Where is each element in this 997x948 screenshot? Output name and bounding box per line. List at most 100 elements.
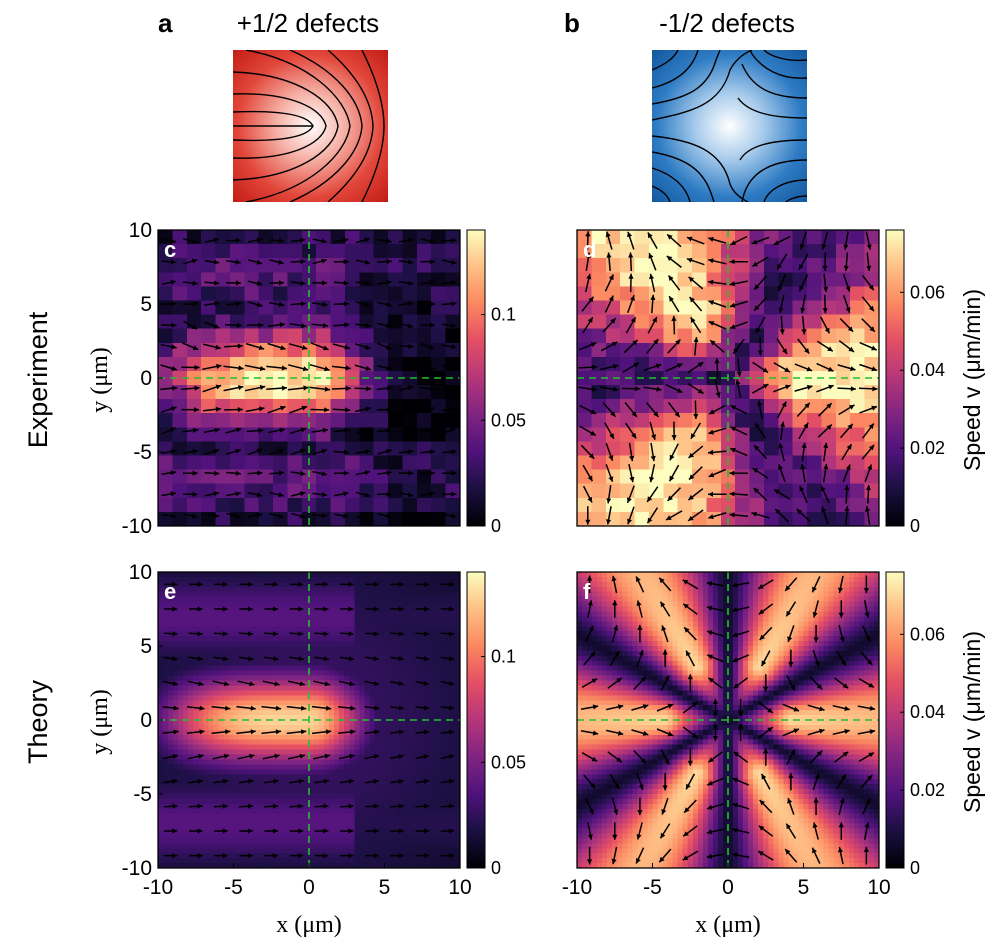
heatmap-cell [821, 328, 837, 344]
heatmap-cell [329, 720, 335, 726]
heatmap-cell [314, 784, 320, 790]
heatmap-cell [183, 818, 189, 825]
heatmap-cell [454, 650, 461, 657]
heatmap-cell [208, 675, 214, 682]
heatmap-cell [339, 572, 345, 578]
velocity-arrow [714, 358, 720, 377]
heatmap-cell [409, 646, 416, 652]
heatmap-cell [283, 626, 290, 632]
heatmap-cell [429, 828, 436, 835]
heatmap-cell [298, 596, 305, 603]
heatmap-cell [283, 576, 290, 583]
heatmap-cell [263, 670, 270, 677]
heatmap-cell [374, 754, 381, 761]
heatmap-cell [243, 641, 250, 647]
heatmap-cell [253, 660, 260, 667]
heatmap-cell [344, 601, 350, 608]
heatmap-cell [648, 258, 664, 273]
heatmap-cell [193, 784, 199, 790]
velocity-arrow [646, 486, 659, 503]
heatmap-cell [213, 675, 219, 682]
velocity-arrow [312, 513, 328, 519]
heatmap-cell [388, 497, 404, 513]
heatmap-cell [454, 611, 461, 617]
heatmap-cell [228, 611, 235, 617]
heatmap-cell [193, 813, 199, 820]
heatmap-cell [213, 808, 219, 815]
heatmap-cell [354, 818, 360, 825]
heatmap-cell [319, 858, 325, 864]
heatmap-cell [303, 660, 310, 667]
velocity-arrow [668, 295, 680, 313]
heatmap-cell [329, 626, 335, 632]
heatmap-cell [183, 848, 189, 854]
heatmap-cell [364, 848, 370, 854]
heatmap-cell [309, 759, 315, 765]
heatmap-cell [409, 591, 416, 598]
heatmap-cell [354, 798, 360, 805]
heatmap-cell [349, 621, 355, 627]
heatmap-cell [293, 646, 300, 652]
heatmap-cell [850, 244, 866, 259]
heatmap-cell [364, 744, 370, 751]
heatmap-cell [193, 833, 199, 839]
heatmap-cell [424, 833, 431, 839]
heatmap-cell [309, 601, 315, 608]
heatmap-cell [359, 399, 375, 414]
heatmap-cell [706, 455, 722, 471]
heatmap-cell [364, 641, 370, 647]
heatmap-cell [288, 794, 295, 800]
heatmap-cell [303, 690, 310, 696]
heatmap-cell [268, 833, 275, 839]
heatmap-cell [359, 759, 365, 765]
heatmap-cell [203, 798, 209, 805]
heatmap-cell [364, 720, 370, 726]
heatmap-cell [287, 356, 303, 372]
heatmap-cell [309, 724, 315, 731]
director-lines-a [233, 50, 385, 202]
heatmap-cell [238, 833, 245, 839]
heatmap-cell [253, 779, 260, 785]
heatmap-cell [778, 314, 794, 330]
heatmap-cell [223, 670, 230, 677]
velocity-arrow [776, 401, 787, 419]
heatmap-cell [339, 759, 345, 765]
heatmap-cell [238, 774, 245, 780]
heatmap-cell [273, 690, 280, 696]
heatmap-cell [334, 631, 340, 637]
heatmap-cell [273, 710, 280, 716]
heatmap-cell [424, 675, 431, 682]
heatmap-cell [283, 695, 290, 701]
heatmap-cell [419, 794, 426, 800]
heatmap-cell [218, 858, 225, 864]
heatmap-cell [384, 680, 391, 687]
heatmap-cell [374, 774, 381, 780]
heatmap-cell [178, 843, 184, 849]
heatmap-cell [183, 720, 189, 726]
heatmap-cell [349, 572, 355, 578]
heatmap-cell [158, 843, 164, 849]
heatmap-cell [198, 833, 204, 839]
heatmap-cell [399, 675, 406, 682]
heatmap-cell [163, 636, 169, 642]
heatmap-cell [183, 838, 189, 844]
heatmap-cell [324, 744, 330, 751]
heatmap-cell [379, 586, 386, 593]
heatmap-cell [374, 784, 381, 790]
heatmap-cell [172, 300, 188, 316]
heatmap-cell [248, 685, 255, 691]
heatmap-cell [238, 626, 245, 632]
velocity-arrow [355, 491, 371, 498]
heatmap-cell [178, 779, 184, 785]
heatmap-cell [807, 356, 823, 372]
heatmap-cell [434, 576, 441, 583]
heatmap-cell [314, 665, 320, 672]
heatmap-cell [293, 749, 300, 756]
heatmap-cell [414, 774, 421, 780]
heatmap-cell [258, 497, 274, 513]
heatmap-cell [359, 710, 365, 716]
heatmap-cell [439, 769, 446, 775]
heatmap-cell [384, 641, 391, 647]
x-axis-label-left: x (μm) [276, 912, 342, 938]
heatmap-cell [173, 611, 179, 617]
